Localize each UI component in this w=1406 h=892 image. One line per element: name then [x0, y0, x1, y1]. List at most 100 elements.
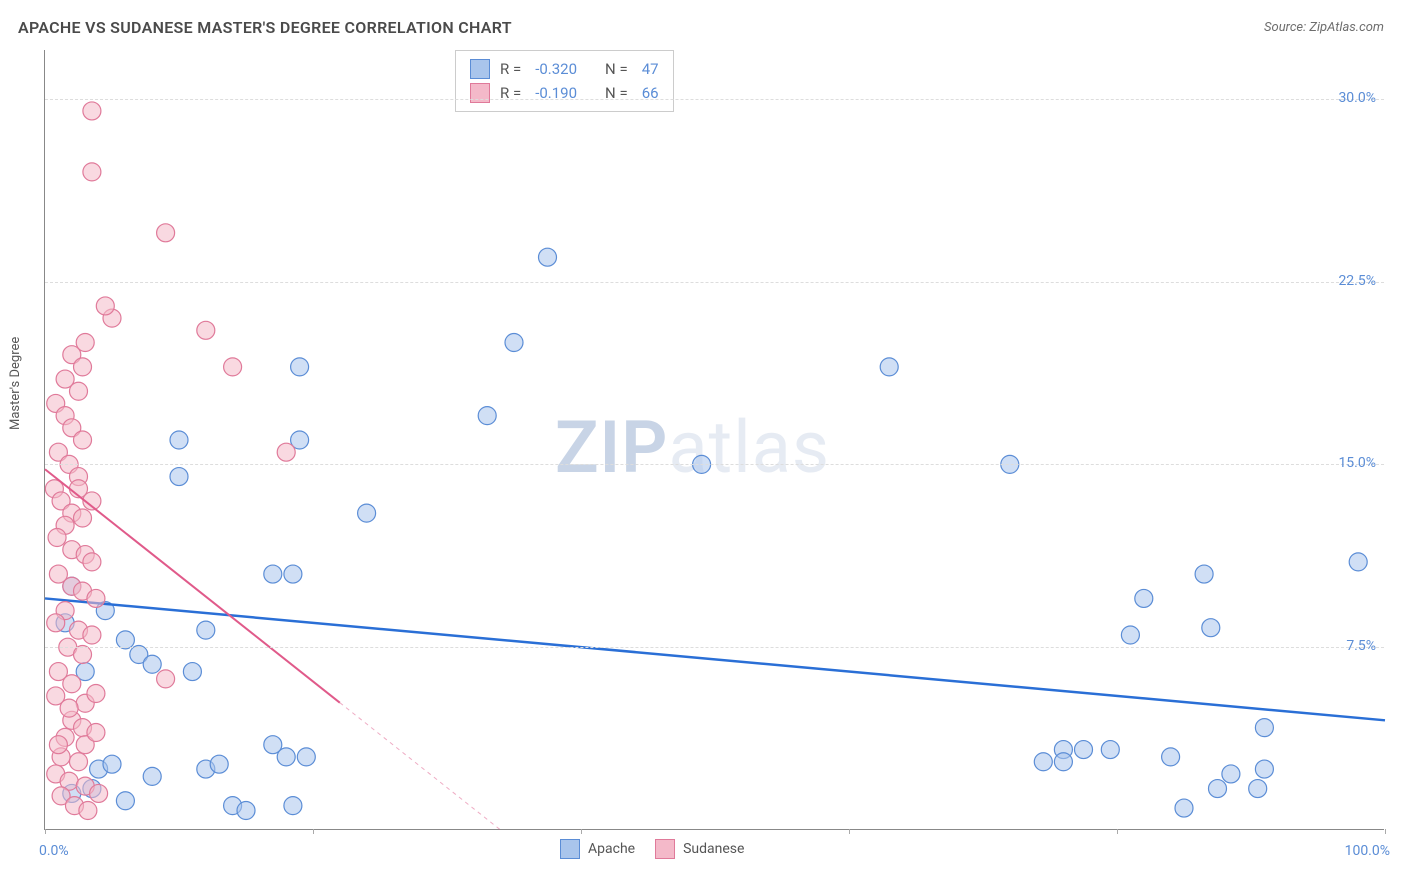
data-point [90, 784, 108, 802]
data-point [277, 748, 295, 766]
gridline [45, 464, 1384, 465]
data-point [505, 334, 523, 352]
legend-series: Apache Sudanese [560, 839, 744, 859]
data-point [284, 565, 302, 583]
data-point [74, 509, 92, 527]
data-point [1034, 753, 1052, 771]
x-tick-mark [1117, 829, 1118, 834]
data-point [1255, 719, 1273, 737]
legend-n-value: 66 [642, 81, 659, 105]
data-point [197, 621, 215, 639]
y-tick-label: 30.0% [1316, 90, 1376, 106]
data-point [60, 699, 78, 717]
trendline [45, 598, 1385, 720]
data-point [358, 504, 376, 522]
legend-stats-row: R = -0.320 N = 47 [470, 57, 659, 81]
x-tick-mark [581, 829, 582, 834]
data-point [277, 443, 295, 461]
data-point [291, 358, 309, 376]
plot-area: R =-0.320N =47R =-0.190N =66 ApacheSudan… [44, 50, 1384, 830]
legend-n-label: N = [605, 81, 628, 105]
legend-stats: R = -0.320 N = 47 R = -0.190 N = 66 [455, 50, 674, 112]
data-point [83, 102, 101, 120]
gridline [45, 282, 1384, 283]
data-point [1101, 741, 1119, 759]
data-point [183, 663, 201, 681]
data-point [143, 655, 161, 673]
data-point [1249, 780, 1267, 798]
data-point [1175, 799, 1193, 817]
data-point [297, 748, 315, 766]
data-point [237, 802, 255, 820]
data-point [224, 358, 242, 376]
scatter-svg [45, 50, 1384, 829]
data-point [143, 767, 161, 785]
y-tick-label: 7.5% [1316, 638, 1376, 654]
legend-series-label: Sudanese [683, 841, 744, 857]
data-point [478, 407, 496, 425]
data-point [96, 297, 114, 315]
data-point [49, 736, 67, 754]
data-point [116, 792, 134, 810]
data-point [116, 631, 134, 649]
data-point [83, 163, 101, 181]
data-point [70, 753, 88, 771]
x-tick-mark [45, 829, 46, 834]
data-point [103, 755, 121, 773]
data-point [1202, 619, 1220, 637]
data-point [1121, 626, 1139, 644]
data-point [48, 529, 66, 547]
data-point [264, 565, 282, 583]
data-point [170, 468, 188, 486]
legend-r-value: -0.190 [535, 81, 577, 105]
legend-r-label: R = [500, 81, 521, 105]
x-tick-label: 0.0% [39, 843, 69, 859]
y-axis-label: Master's Degree [8, 337, 23, 430]
data-point [197, 321, 215, 339]
data-point [87, 685, 105, 703]
trendline-dashed [340, 703, 501, 830]
data-point [1075, 741, 1093, 759]
legend-swatch [470, 83, 490, 103]
data-point [210, 755, 228, 773]
legend-r-label: R = [500, 57, 521, 81]
legend-swatch [560, 839, 580, 859]
data-point [1195, 565, 1213, 583]
data-point [880, 358, 898, 376]
gridline [45, 647, 1384, 648]
x-tick-mark [313, 829, 314, 834]
legend-series-item: Sudanese [655, 839, 744, 859]
data-point [1135, 589, 1153, 607]
data-point [83, 626, 101, 644]
data-point [74, 646, 92, 664]
legend-stats-row: R = -0.190 N = 66 [470, 81, 659, 105]
data-point [74, 358, 92, 376]
data-point [1222, 765, 1240, 783]
data-point [83, 553, 101, 571]
data-point [70, 382, 88, 400]
chart-title: APACHE VS SUDANESE MASTER'S DEGREE CORRE… [18, 18, 512, 37]
data-point [1209, 780, 1227, 798]
legend-r-value: -0.320 [535, 57, 577, 81]
legend-series-label: Apache [588, 841, 635, 857]
x-tick-mark [849, 829, 850, 834]
gridline [45, 99, 1384, 100]
data-point [1349, 553, 1367, 571]
data-point [539, 248, 557, 266]
data-point [170, 431, 188, 449]
legend-series-item: Apache [560, 839, 635, 859]
data-point [157, 224, 175, 242]
data-point [74, 431, 92, 449]
legend-n-value: 47 [642, 57, 659, 81]
data-point [1255, 760, 1273, 778]
legend-swatch [655, 839, 675, 859]
data-point [47, 614, 65, 632]
legend-swatch [470, 59, 490, 79]
x-tick-mark [1385, 829, 1386, 834]
data-point [284, 797, 302, 815]
source-label: Source: ZipAtlas.com [1264, 20, 1384, 35]
data-point [1054, 753, 1072, 771]
data-point [63, 675, 81, 693]
legend-n-label: N = [605, 57, 628, 81]
x-tick-label: 100.0% [1345, 843, 1390, 859]
